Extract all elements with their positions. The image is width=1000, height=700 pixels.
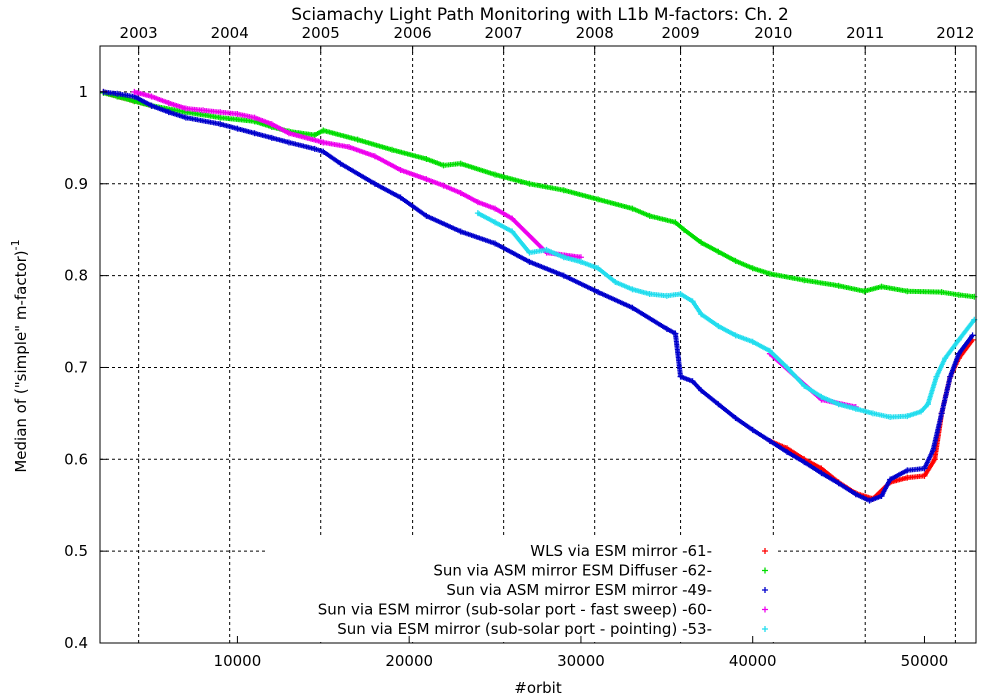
data-point bbox=[955, 336, 962, 343]
y-axis-label: Median of ("simple" m-factor)-1 bbox=[9, 239, 30, 472]
legend-label: Sun via ESM mirror (sub-solar port - poi… bbox=[337, 620, 712, 638]
y-tick-label: 0.8 bbox=[64, 267, 88, 285]
y-axis-label-exponent: -1 bbox=[9, 239, 22, 250]
legend-label: Sun via ESM mirror (sub-solar port - fas… bbox=[318, 601, 712, 619]
series-4 bbox=[131, 88, 859, 410]
top-tick-label: 2011 bbox=[846, 24, 884, 42]
top-tick-label: 2004 bbox=[211, 24, 249, 42]
series-2 bbox=[100, 89, 978, 300]
y-axis: 0.4 0.5 0.6 0.7 0.8 0.9 1 bbox=[64, 83, 976, 652]
top-tick-label: 2008 bbox=[576, 24, 614, 42]
chart-title: Sciamachy Light Path Monitoring with L1b… bbox=[291, 5, 789, 25]
legend-item: Sun via ASM mirror ESM mirror -49- bbox=[446, 581, 768, 599]
data-point bbox=[762, 587, 768, 593]
legend-item: Sun via ESM mirror (sub-solar port - fas… bbox=[318, 601, 768, 619]
legend-label: Sun via ASM mirror ESM mirror -49- bbox=[446, 581, 712, 599]
legend-label: WLS via ESM mirror -61- bbox=[530, 542, 712, 560]
legend-background bbox=[268, 538, 778, 642]
plot-frame bbox=[99, 45, 977, 644]
y-tick-label: 0.7 bbox=[64, 358, 88, 376]
x-axis: 10000 20000 30000 40000 50000 bbox=[214, 636, 949, 670]
top-tick-label: 2005 bbox=[302, 24, 340, 42]
data-point bbox=[762, 606, 768, 613]
series-5 bbox=[474, 210, 978, 421]
y-tick-label: 0.4 bbox=[64, 634, 88, 652]
legend-label: Sun via ASM mirror ESM Diffuser -62- bbox=[433, 562, 712, 580]
top-tick-label: 2003 bbox=[120, 24, 158, 42]
data-point bbox=[762, 548, 768, 554]
legend: WLS via ESM mirror -61- Sun via ASM mirro… bbox=[268, 538, 778, 642]
data-point bbox=[762, 567, 768, 574]
series-1 bbox=[100, 88, 976, 502]
top-tick-label: 2007 bbox=[485, 24, 523, 42]
top-tick-label: 2006 bbox=[394, 24, 432, 42]
top-tick-label: 2009 bbox=[661, 24, 699, 42]
x-axis-label: #orbit bbox=[514, 679, 562, 697]
legend-item: Sun via ESM mirror (sub-solar port - poi… bbox=[337, 620, 768, 638]
y-tick-label: 0.6 bbox=[64, 450, 88, 468]
top-axis: 2003 2004 2005 2006 2007 2008 2009 2010 2011 2012 bbox=[120, 24, 974, 53]
legend-item: Sun via ASM mirror ESM Diffuser -62- bbox=[433, 562, 768, 580]
series-3 bbox=[100, 88, 976, 504]
series-layer bbox=[100, 88, 978, 504]
y-tick-label: 0.5 bbox=[64, 542, 88, 560]
x-tick-label: 10000 bbox=[214, 652, 262, 670]
x-tick-label: 20000 bbox=[385, 652, 433, 670]
top-tick-label: 2012 bbox=[936, 24, 974, 42]
data-point bbox=[762, 626, 768, 632]
legend-item: WLS via ESM mirror -61- bbox=[530, 542, 768, 560]
y-tick-label: 1 bbox=[78, 83, 88, 101]
y-tick-label: 0.9 bbox=[64, 175, 88, 193]
y-axis-label-main: Median of ("simple" m-factor) bbox=[12, 250, 30, 472]
x-tick-label: 40000 bbox=[729, 652, 777, 670]
x-tick-label: 50000 bbox=[901, 652, 949, 670]
x-tick-label: 30000 bbox=[557, 652, 605, 670]
top-tick-label: 2010 bbox=[754, 24, 792, 42]
data-point bbox=[969, 332, 976, 339]
